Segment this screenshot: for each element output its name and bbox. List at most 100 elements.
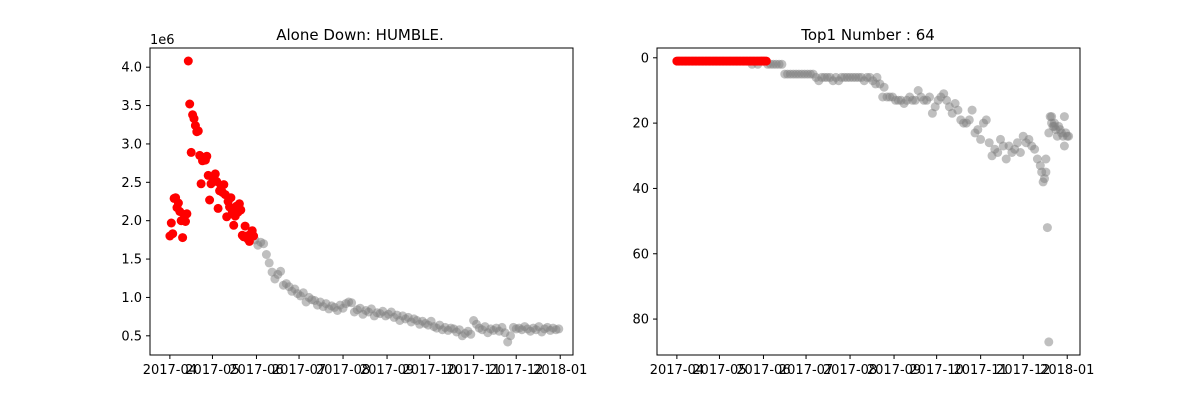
right-chart-point-other xyxy=(1030,144,1040,154)
left-chart-point-highlight xyxy=(193,126,203,136)
left-chart-point-other xyxy=(347,298,357,308)
right-chart-point-other xyxy=(1015,148,1025,157)
right-chart-x-tick-label: 2017-05 xyxy=(692,363,746,378)
left-chart-point-highlight xyxy=(236,205,246,215)
left-chart-point-highlight xyxy=(186,147,196,157)
right-chart-point-other xyxy=(981,115,991,125)
right-chart-title: Top1 Number : 64 xyxy=(800,26,935,44)
left-chart-point-highlight xyxy=(205,195,215,205)
right-chart-x-ticks: 2017-042017-052017-062017-072017-082017-… xyxy=(650,355,1094,378)
right-chart-point-other xyxy=(1044,337,1054,347)
right-chart-x-tick-label: 2017-12 xyxy=(996,363,1050,378)
left-chart-point-highlight xyxy=(196,179,206,189)
left-chart-point-highlight xyxy=(229,220,239,230)
left-chart-point-highlight xyxy=(219,180,229,190)
right-chart-x-tick-label: 2017-04 xyxy=(650,363,704,378)
left-chart-point-other xyxy=(276,266,286,276)
right-chart-x-tick-label: 2017-09 xyxy=(867,363,921,378)
left-chart-y-tick-label: 2.0 xyxy=(121,214,142,229)
right-chart-axes-frame xyxy=(656,47,1081,356)
left-chart-x-tick-label: 2017-10 xyxy=(402,363,456,378)
left-chart-x-tick-label: 2017-06 xyxy=(229,363,283,378)
left-chart-y-ticks: 0.5 1.0 1.5 2.0 2.5 3.0 3.5 4.0 xyxy=(121,61,150,344)
left-chart-title: Alone Down: HUMBLE. xyxy=(276,26,444,44)
left-chart-y-tick-label: 1.5 xyxy=(121,253,142,268)
left-chart-point-highlight xyxy=(173,198,183,208)
left-chart-point-highlight xyxy=(213,203,223,213)
left-chart-x-ticks: 2017-042017-052017-062017-072017-082017-… xyxy=(143,355,587,378)
right-chart-x-tick-label: 2018-01 xyxy=(1040,363,1094,378)
left-chart-y-tick-label: 4.0 xyxy=(121,61,142,76)
right-chart-x-tick-label: 2017-06 xyxy=(736,363,790,378)
right-chart-point-other xyxy=(1064,131,1074,141)
right-chart-point-other xyxy=(964,115,974,125)
left-chart-point-other xyxy=(466,329,476,339)
right-chart-point-other xyxy=(1059,141,1069,151)
right-chart-point-other xyxy=(1041,154,1051,164)
left-chart-point-highlight xyxy=(185,99,195,109)
right-chart-point-other xyxy=(1049,121,1059,131)
left-chart-x-tick-label: 2017-04 xyxy=(143,363,197,378)
right-chart-point-other xyxy=(993,148,1003,157)
right-chart-point-other xyxy=(976,134,986,144)
left-chart-point-highlight xyxy=(178,233,188,243)
left-chart-point-highlight xyxy=(183,56,193,66)
right-chart-point-other xyxy=(925,92,934,102)
left-chart-y-tick-label: 2.5 xyxy=(121,176,142,191)
right-chart-point-other xyxy=(1042,223,1052,233)
right-chart-point-other xyxy=(1040,174,1049,184)
left-chart-x-tick-label: 2017-07 xyxy=(272,363,326,378)
right-chart-x-tick-label: 2017-11 xyxy=(953,363,1007,378)
left-chart-x-tick-label: 2017-11 xyxy=(446,363,500,378)
left-chart-point-highlight xyxy=(222,212,232,222)
left-chart-y-tick-label: 1.0 xyxy=(121,291,142,306)
right-chart-point-other xyxy=(1013,138,1022,148)
right-chart-y-tick-label: 0 xyxy=(641,51,649,66)
right-chart-y-tick-label: 40 xyxy=(632,182,649,197)
right-chart-point-other xyxy=(1044,128,1054,138)
right-chart-point-other xyxy=(777,59,787,69)
right-chart-point-other xyxy=(953,105,963,115)
left-chart-y-tick-label: 0.5 xyxy=(121,329,142,344)
left-chart-point-highlight xyxy=(240,221,250,231)
left-chart-point-highlight xyxy=(226,193,236,203)
left-chart-point-highlight xyxy=(189,114,199,124)
left-chart-point-highlight xyxy=(181,217,190,226)
left-chart-point-other xyxy=(264,258,274,268)
right-chart-points xyxy=(672,56,1074,347)
right-chart-point-other xyxy=(1047,112,1057,122)
left-chart-point-highlight xyxy=(210,169,220,179)
left-chart-y-tick-label: 3.0 xyxy=(121,137,142,152)
right-chart-y-tick-label: 80 xyxy=(632,313,649,328)
left-chart-point-other xyxy=(506,331,515,341)
left-chart-point-highlight xyxy=(182,209,192,219)
left-chart-point-other xyxy=(261,250,271,259)
left-chart-x-tick-label: 2017-09 xyxy=(360,363,414,378)
left-chart-point-highlight xyxy=(249,231,259,241)
right-chart-y-ticks: 0 20 40 60 80 xyxy=(632,51,657,328)
left-chart-axes-frame xyxy=(149,47,574,356)
left-chart-point-highlight xyxy=(166,218,176,228)
left-chart-points xyxy=(165,56,564,347)
right-chart-point-other xyxy=(967,105,977,115)
left-chart-point-other xyxy=(554,324,564,334)
left-chart-y-tick-label: 3.5 xyxy=(121,99,142,114)
left-chart-x-tick-label: 2017-08 xyxy=(316,363,370,378)
right-chart-x-tick-label: 2017-07 xyxy=(779,363,833,378)
left-chart-x-tick-label: 2017-12 xyxy=(489,363,543,378)
right-chart-point-other xyxy=(1059,112,1069,122)
left-chart-point-other xyxy=(259,239,269,249)
right-chart-panel: Top1 Number : 64 2017-042017-052017-0620… xyxy=(632,26,1094,378)
right-chart-y-tick-label: 60 xyxy=(632,247,649,262)
right-chart-point-other xyxy=(973,125,983,135)
left-chart-point-highlight xyxy=(168,229,178,239)
left-chart-x-tick-label: 2017-05 xyxy=(185,363,239,378)
right-chart-point-highlight xyxy=(761,56,771,66)
left-chart-x-tick-label: 2018-01 xyxy=(533,363,587,378)
right-chart-y-tick-label: 20 xyxy=(632,117,649,132)
right-chart-point-other xyxy=(984,138,994,148)
right-chart-point-other xyxy=(879,82,889,92)
right-chart-x-tick-label: 2017-08 xyxy=(823,363,877,378)
